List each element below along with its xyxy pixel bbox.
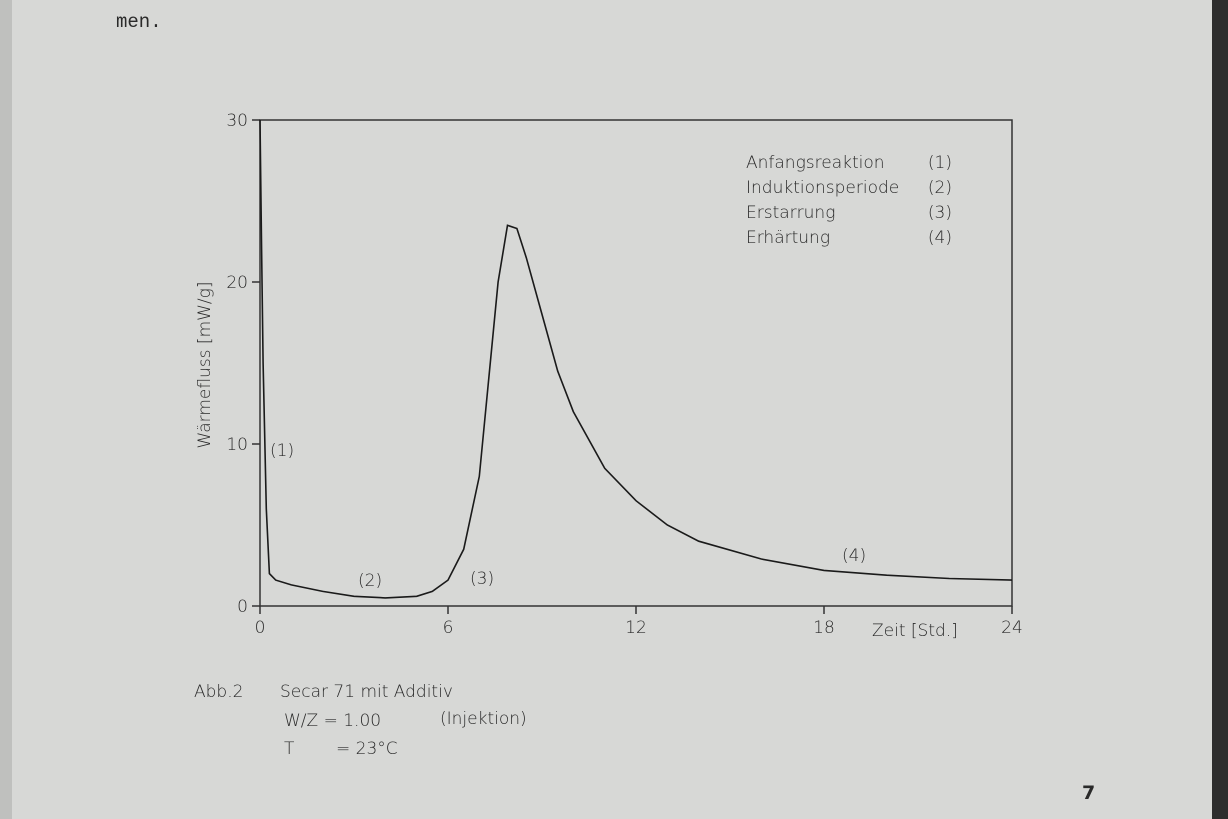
page-edge bbox=[0, 0, 12, 819]
body-text: men. bbox=[116, 11, 162, 33]
legend-key: (4) bbox=[928, 228, 952, 248]
legend-label: Erhärtung bbox=[746, 228, 830, 248]
x-tick-label: 6 bbox=[443, 618, 454, 638]
legend-label: Anfangsreaktion bbox=[746, 153, 885, 173]
page-number: 7 bbox=[1082, 782, 1095, 804]
y-tick-label: 30 bbox=[226, 111, 248, 131]
y-tick-label: 20 bbox=[226, 273, 248, 293]
annotation: (3) bbox=[470, 569, 494, 589]
x-tick-label: 24 bbox=[1001, 618, 1023, 638]
legend-label: Induktionsperiode bbox=[746, 178, 899, 198]
caption-title: Secar 71 mit Additiv bbox=[280, 682, 453, 702]
x-tick-label: 18 bbox=[813, 618, 835, 638]
x-axis-label: Zeit [Std.] bbox=[872, 621, 958, 641]
annotation: (4) bbox=[842, 546, 866, 566]
y-tick-label: 0 bbox=[237, 597, 248, 617]
caption-temp: = 23°C bbox=[336, 739, 398, 759]
annotation: (1) bbox=[270, 441, 294, 461]
y-tick-label: 10 bbox=[226, 435, 248, 455]
caption-t: T bbox=[284, 739, 295, 759]
legend-label: Erstarrung bbox=[746, 203, 835, 223]
x-tick-label: 12 bbox=[625, 618, 647, 638]
data-line bbox=[259, 119, 1013, 599]
legend-key: (1) bbox=[928, 153, 952, 173]
legend-key: (3) bbox=[928, 203, 952, 223]
legend-key: (2) bbox=[928, 178, 952, 198]
y-axis-label: Wärmefluss [mW/g] bbox=[195, 281, 215, 448]
annotation: (2) bbox=[358, 571, 382, 591]
caption-wz: W/Z = 1.00 bbox=[284, 711, 381, 731]
caption-label: Abb.2 bbox=[194, 682, 243, 702]
page-edge-right bbox=[1212, 0, 1228, 819]
x-tick-label: 0 bbox=[255, 618, 266, 638]
caption-method: (Injektion) bbox=[440, 709, 527, 729]
